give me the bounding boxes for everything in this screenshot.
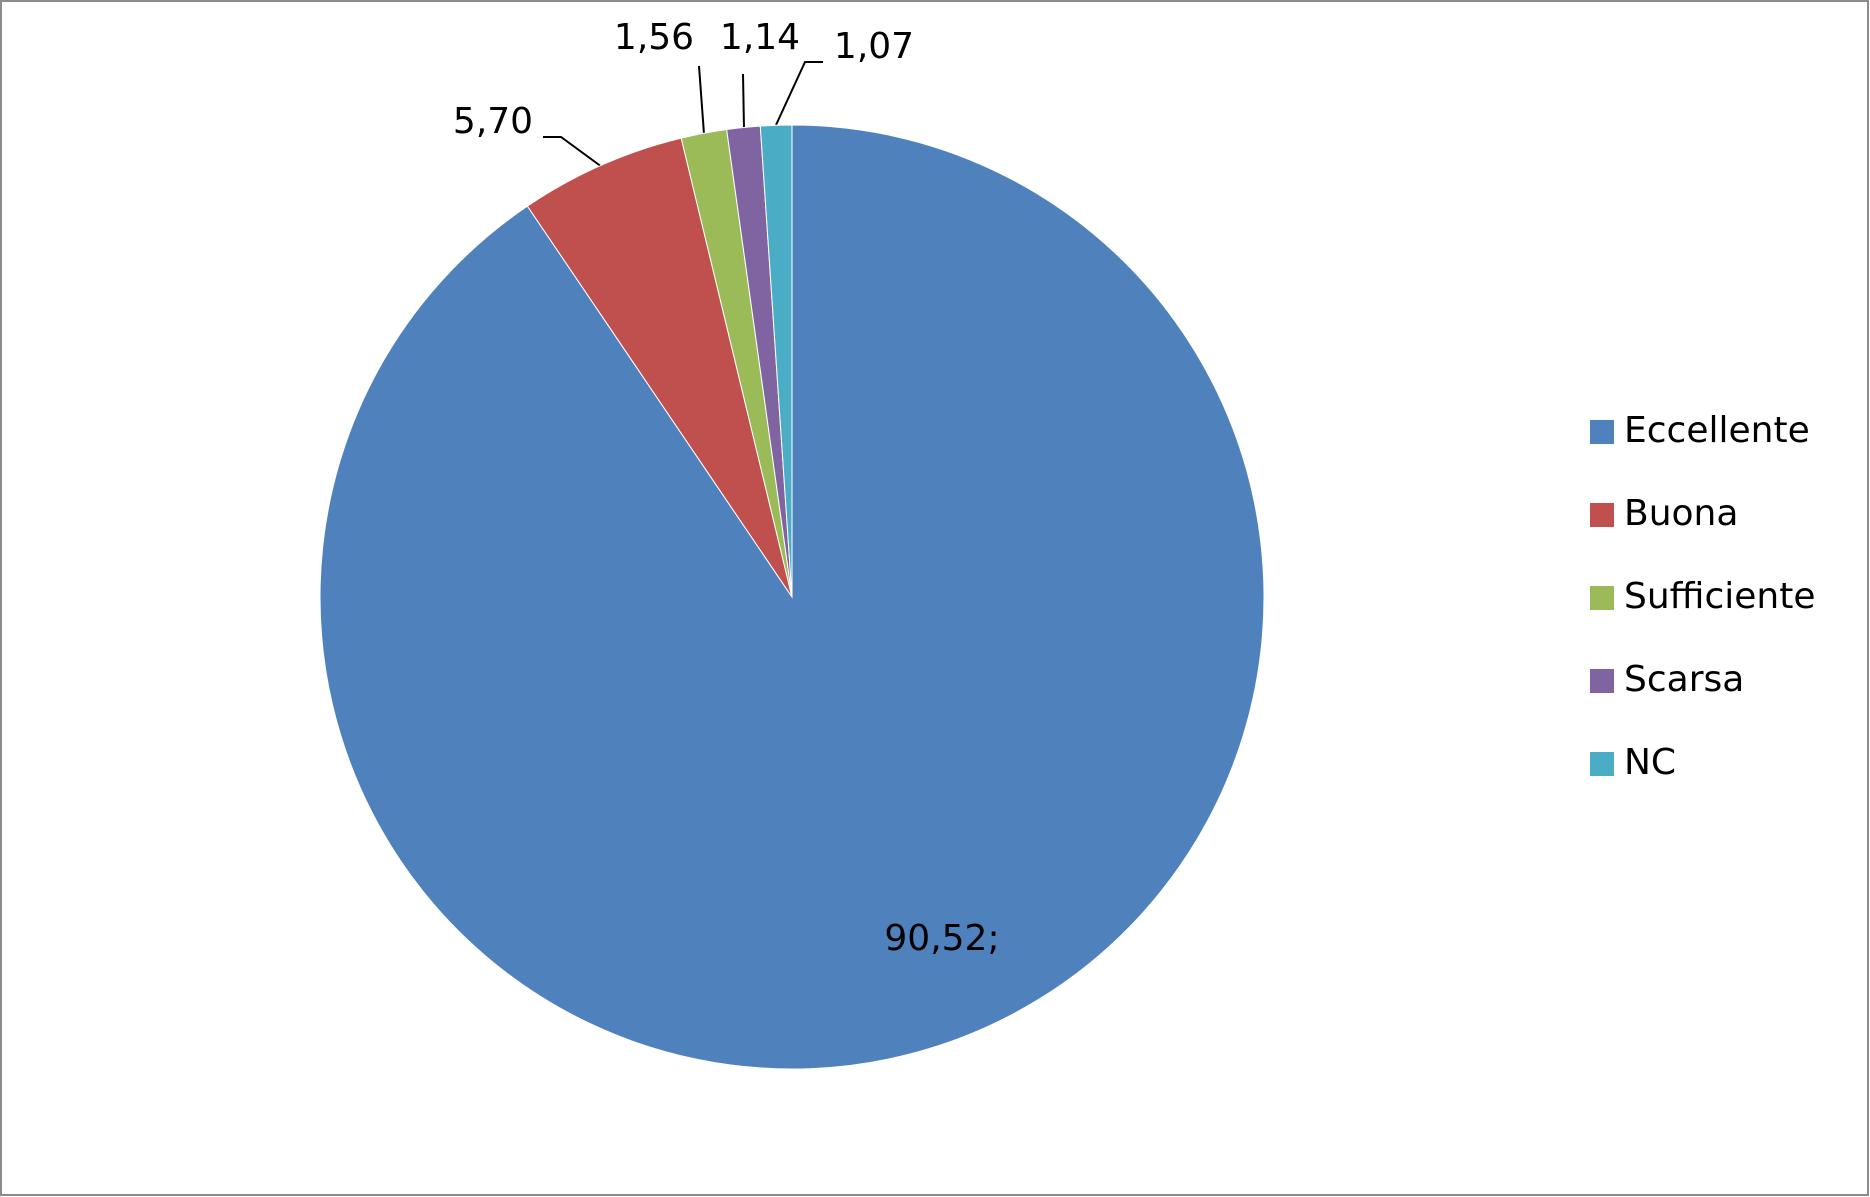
- leader-line: [543, 136, 603, 168]
- leader-lines: [543, 61, 823, 168]
- pie-slice: [759, 124, 793, 598]
- data-label: 90,52;: [884, 918, 999, 959]
- data-label: 1,56: [614, 17, 694, 58]
- legend-swatch: [1590, 752, 1614, 776]
- legend-label: NC: [1624, 742, 1676, 783]
- leader-line: [698, 65, 705, 135]
- legend-label: Scarsa: [1624, 659, 1744, 700]
- legend-swatch: [1590, 586, 1614, 610]
- leader-line: [742, 73, 745, 130]
- legend-swatch: [1590, 669, 1614, 693]
- leader-line: [775, 61, 823, 126]
- legend-label: Buona: [1624, 493, 1738, 534]
- legend-swatch: [1590, 503, 1614, 527]
- data-label: 5,70: [453, 101, 533, 142]
- legend-swatch: [1590, 420, 1614, 444]
- legend-label: Eccellente: [1624, 410, 1810, 451]
- data-label: 1,07: [834, 26, 914, 67]
- pie-slice: [526, 137, 793, 598]
- legend-label: Sufficiente: [1624, 576, 1816, 617]
- data-label: 1,14: [720, 17, 800, 58]
